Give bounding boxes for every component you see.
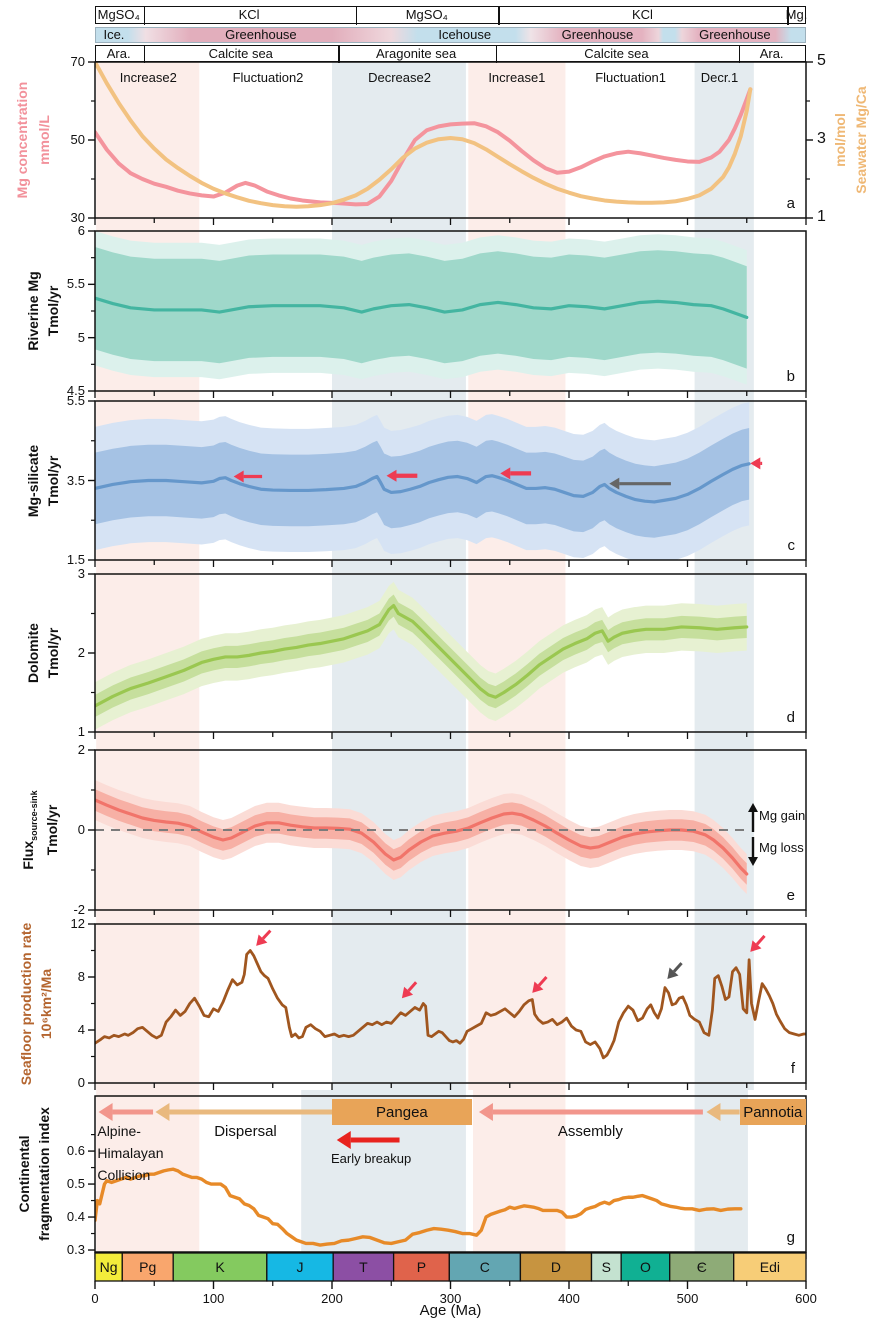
annotation-arrow-head: [500, 467, 511, 480]
annotation-arrow-head: [706, 1103, 721, 1121]
period-box-O: [620, 1252, 671, 1282]
background-band-blue: [694, 1090, 748, 1252]
panel-f-data: [95, 949, 806, 1060]
annotation-arrow-head: [750, 457, 761, 470]
background-band-pink: [468, 62, 566, 1090]
annotation-arrow-head: [336, 1131, 351, 1149]
confidence-band-inner: [95, 789, 747, 885]
panel-e-data: [95, 780, 750, 894]
period-box-T: [332, 1252, 395, 1282]
background-band-blue: [332, 62, 466, 1090]
annotation-arrow-head: [609, 477, 620, 490]
confidence-band-inner: [95, 428, 750, 538]
annotation-arrow-head: [233, 470, 244, 483]
series-line: [95, 798, 749, 876]
annotation-arrow-head: [401, 986, 414, 999]
confidence-band-outer: [95, 581, 747, 730]
annotation-arrow-shaft: [537, 976, 548, 987]
period-box-K: [172, 1252, 268, 1282]
period-box-Pg: [121, 1252, 174, 1282]
series-line: [95, 1167, 743, 1247]
period-box-D: [519, 1252, 593, 1282]
series-line: [95, 87, 753, 207]
annotation-arrow-head: [532, 981, 544, 993]
period-box-S: [590, 1252, 622, 1282]
period-box-Edi: [733, 1252, 807, 1282]
panel-b-data: [95, 231, 749, 385]
panel-g-data: [95, 1167, 743, 1247]
series-line: [95, 603, 749, 708]
annotation-arrow-head: [386, 469, 397, 482]
series-line: [95, 462, 751, 504]
period-box-C: [448, 1252, 522, 1282]
annotation-arrow-shaft: [755, 934, 766, 946]
annotation-arrow-head: [750, 940, 762, 952]
annotation-arrow-head: [256, 934, 268, 946]
series-line: [95, 949, 806, 1060]
annotation-arrow-shaft: [261, 929, 272, 940]
annotation-arrow-head: [155, 1103, 170, 1121]
background-band-pink: [96, 62, 200, 1090]
period-box-Є: [669, 1252, 735, 1282]
annotation-arrow-head: [478, 1103, 493, 1121]
period-box-J: [266, 1252, 334, 1282]
annotation-arrow-shaft: [672, 962, 683, 973]
panel-c-data: [95, 402, 751, 560]
annotation-arrow-head: [748, 857, 758, 866]
panel-a-data: [95, 62, 753, 209]
period-box-Ng: [94, 1252, 123, 1282]
period-box-P: [392, 1252, 450, 1282]
annotation-arrow-head: [748, 803, 758, 812]
panel-d-data: [95, 581, 749, 730]
background-band-pink: [96, 1090, 200, 1252]
annotation-arrow-head: [98, 1103, 113, 1121]
annotation-arrow-head: [667, 967, 679, 979]
series-line: [95, 296, 749, 319]
series-line: [95, 62, 753, 209]
background-band-blue: [694, 62, 754, 1090]
annotation-arrow-shaft: [407, 981, 418, 992]
